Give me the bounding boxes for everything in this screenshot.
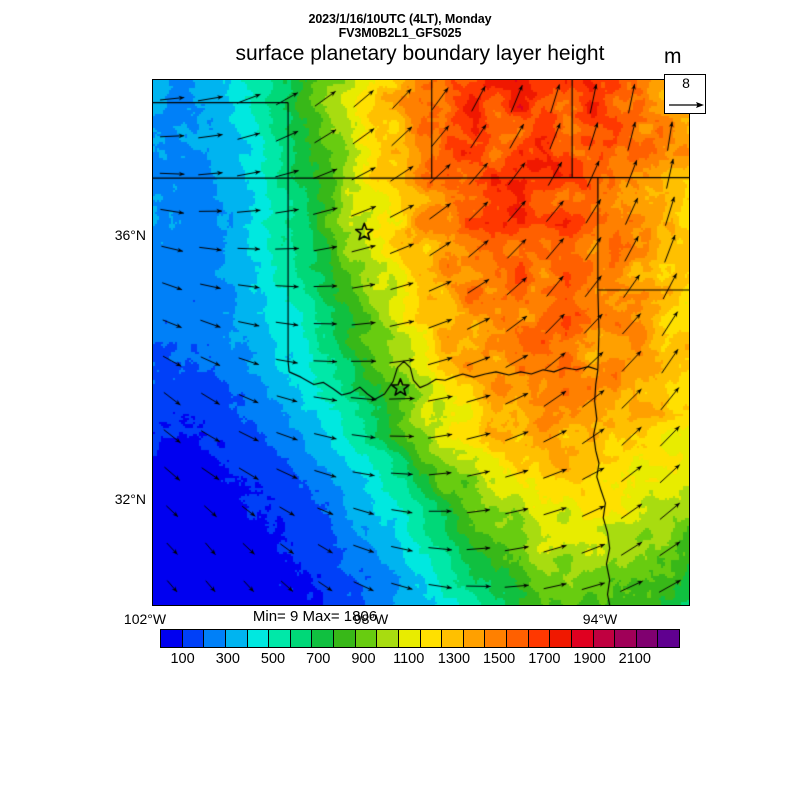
colorbar-swatch <box>571 630 594 647</box>
colorbar-swatch <box>593 630 616 647</box>
colorbar-tick: 900 <box>351 651 376 667</box>
colorbar-tick: 1300 <box>437 651 471 667</box>
colorbar-tick: 300 <box>215 651 240 667</box>
pbl-height-field-canvas[interactable] <box>153 80 689 605</box>
wind-vector-legend: 8 <box>664 74 706 114</box>
colorbar-swatch <box>658 630 679 647</box>
colorbar-tick: 1900 <box>573 651 606 667</box>
colorbar-tick: 1700 <box>528 651 561 667</box>
subtitle-block: 2023/1/16/10UTC (4LT), Monday FV3M0B2L1_… <box>0 12 800 40</box>
colorbar-swatch <box>161 630 183 647</box>
colorbar-swatch <box>615 630 637 647</box>
min-max-stats: Min= 9 Max= 1806 <box>252 608 378 625</box>
colorbar-tick: 2100 <box>618 651 651 667</box>
lat-tick-36n: 36°N <box>114 227 146 243</box>
colorbar-swatch <box>290 630 313 647</box>
colorbar-swatch <box>355 630 378 647</box>
colorbar-tick: 700 <box>306 651 331 667</box>
lon-tick-94w: 94°W <box>582 611 618 627</box>
colorbar-swatch <box>528 630 551 647</box>
colorbar-swatch <box>204 630 226 647</box>
units-label: m <box>664 45 682 68</box>
map-plot-area[interactable] <box>152 79 690 606</box>
colorbar-swatch <box>463 630 486 647</box>
colorbar-tick: 1500 <box>482 651 516 667</box>
colorbar-swatch <box>420 630 443 647</box>
colorbar-swatch <box>312 630 334 647</box>
lat-tick-32n: 32°N <box>114 491 146 507</box>
colorbar-swatch <box>507 630 529 647</box>
colorbar-swatch <box>636 630 659 647</box>
wind-vector-legend-value: 8 <box>682 75 690 91</box>
datetime-line: 2023/1/16/10UTC (4LT), Monday <box>308 12 492 26</box>
colorbar-tick: 500 <box>260 651 286 667</box>
colorbar-swatch <box>182 630 205 647</box>
colorbar-swatch <box>334 630 356 647</box>
colorbar-swatch <box>398 630 421 647</box>
colorbar-swatch <box>485 630 507 647</box>
colorbar-swatch <box>377 630 399 647</box>
colorbar-swatch <box>550 630 572 647</box>
colorbar[interactable] <box>160 629 680 648</box>
model-line: FV3M0B2L1_GFS025 <box>338 26 462 40</box>
lon-tick-102w: 102°W <box>123 611 167 627</box>
wind-vector-legend-arrow-icon <box>668 97 704 108</box>
colorbar-swatch <box>269 630 291 647</box>
page-title: surface planetary boundary layer height <box>235 42 605 65</box>
colorbar-tick: 1100 <box>393 651 425 667</box>
colorbar-swatch <box>247 630 270 647</box>
colorbar-tick-labels: 100 300 500 700 900 1100 1300 1500 1700 1900 2100 <box>160 650 680 670</box>
colorbar-tick: 100 <box>170 651 195 667</box>
colorbar-swatch <box>225 630 248 647</box>
colorbar-swatch <box>442 630 464 647</box>
lon-tick-98w: 98°W <box>353 611 389 627</box>
